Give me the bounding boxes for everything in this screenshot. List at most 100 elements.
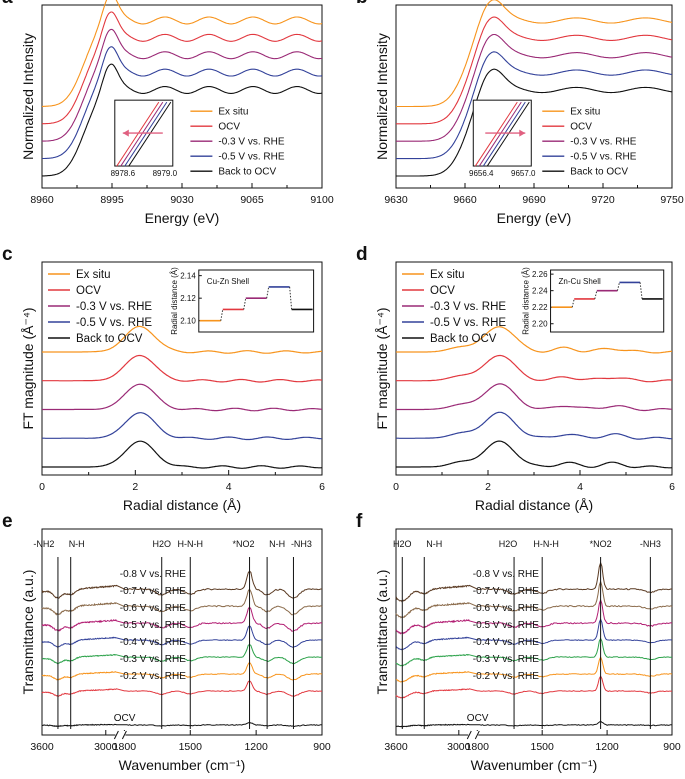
legend-label: OCV bbox=[76, 285, 101, 297]
series-label: -0.3 V vs. RHE bbox=[120, 654, 186, 665]
axis-break-mask bbox=[115, 731, 126, 739]
legend-label: -0.3 V vs. RHE bbox=[430, 301, 506, 313]
series-label: OCV bbox=[114, 713, 136, 724]
annotation-label: N-H bbox=[69, 539, 85, 549]
y-axis-title: Normalized Intensity bbox=[20, 33, 36, 160]
panel-b: 9630 9660 9690 9720 9750 Energy (eV) Normalize… bbox=[356, 0, 684, 226]
inset-connector bbox=[266, 286, 270, 299]
inset-y-title: Radial distance (Å) bbox=[170, 267, 179, 335]
legend-label: Ex situ bbox=[430, 269, 465, 281]
series-line bbox=[41, 606, 323, 632]
inset-connector bbox=[594, 290, 598, 300]
inset-line bbox=[116, 101, 160, 167]
series-line bbox=[42, 46, 323, 160]
x-tick-label: 3600 bbox=[30, 741, 54, 753]
series-label: -0.2 V vs. RHE bbox=[473, 671, 539, 682]
legend-label: Ex situ bbox=[218, 107, 248, 118]
x-axis-title: Wavenumber (cm⁻¹) bbox=[471, 757, 598, 773]
x-tick-label: 0 bbox=[393, 481, 399, 493]
series-label: -0.8 V vs. RHE bbox=[473, 569, 539, 580]
series-label: -0.4 V vs. RHE bbox=[120, 637, 186, 648]
series-line bbox=[41, 28, 323, 142]
x-tick-label: 9750 bbox=[660, 194, 684, 206]
legend-label: Ex situ bbox=[76, 269, 111, 281]
legend-label: Ex situ bbox=[570, 107, 600, 118]
inset-frame bbox=[550, 269, 665, 333]
x-tick-label: 9030 bbox=[170, 194, 194, 206]
series-line bbox=[395, 617, 673, 651]
y-axis-title: FT magnitude (Å⁻⁴) bbox=[374, 307, 390, 429]
series-line bbox=[396, 33, 673, 142]
inset-tick-label: 2.24 bbox=[532, 287, 548, 296]
x-tick-label: 1200 bbox=[244, 741, 268, 753]
series-line bbox=[396, 0, 673, 108]
x-tick-label: 900 bbox=[663, 741, 681, 753]
axis-break bbox=[466, 730, 472, 740]
series-line bbox=[395, 561, 672, 603]
series-line bbox=[396, 16, 673, 125]
series-label: OCV bbox=[467, 713, 489, 724]
series-line bbox=[41, 588, 323, 616]
series-line bbox=[41, 643, 322, 665]
annotation-label: H-N-H bbox=[533, 539, 559, 549]
series-label: -0.8 V vs. RHE bbox=[120, 569, 186, 580]
x-tick-label: 8960 bbox=[30, 194, 54, 206]
legend-label: Back to OCV bbox=[430, 333, 497, 345]
series-label: -0.6 V vs. RHE bbox=[473, 603, 539, 614]
x-tick-label: 6 bbox=[319, 481, 325, 493]
series-line bbox=[42, 440, 323, 469]
inset-tick-label: 2.14 bbox=[180, 272, 196, 281]
inset-tick-label: 9657.0 bbox=[511, 169, 536, 178]
x-tick-label: 3000 bbox=[447, 741, 471, 753]
x-tick-label: 1500 bbox=[531, 741, 555, 753]
inset-tick-label: 2.26 bbox=[532, 270, 548, 279]
inset-line bbox=[124, 101, 168, 167]
series-line bbox=[41, 624, 323, 648]
series-label: -0.6 V vs. RHE bbox=[120, 603, 186, 614]
series-line bbox=[396, 354, 672, 383]
series-line bbox=[395, 720, 673, 728]
plot-frame bbox=[41, 528, 323, 736]
series-line bbox=[396, 51, 673, 160]
inset-tick-label: 8978.6 bbox=[111, 169, 136, 178]
annotation-label: H2O bbox=[499, 539, 518, 549]
legend-label: -0.5 V vs. RHE bbox=[570, 152, 636, 163]
series-line bbox=[395, 655, 673, 683]
inset-title: Zn-Cu Shell bbox=[559, 277, 601, 286]
series-line bbox=[395, 579, 673, 619]
inset-frame bbox=[198, 269, 315, 333]
inset-line bbox=[128, 101, 172, 167]
annotation-label: H-N-H bbox=[178, 539, 204, 549]
x-axis-title: Energy (eV) bbox=[497, 210, 572, 226]
legend-label: OCV bbox=[570, 122, 592, 133]
legend-label: Back to OCV bbox=[218, 167, 276, 178]
inset-arrow-head bbox=[122, 129, 129, 137]
x-tick-label: 9660 bbox=[453, 194, 477, 206]
series-line bbox=[396, 326, 673, 354]
axis-break bbox=[121, 730, 127, 740]
series-line bbox=[42, 0, 323, 107]
panel-letter: f bbox=[356, 511, 363, 532]
axis-break bbox=[474, 730, 480, 740]
series-line bbox=[41, 661, 323, 681]
annotation-label: -NH2 bbox=[33, 539, 54, 549]
series-line bbox=[41, 11, 323, 125]
legend-label: -0.5 V vs. RHE bbox=[218, 152, 284, 163]
annotation-label: -NH3 bbox=[640, 539, 661, 549]
x-tick-label: 3600 bbox=[384, 741, 408, 753]
series-line bbox=[395, 637, 672, 667]
inset-connector bbox=[571, 298, 575, 308]
x-axis-title: Radial distance (Å) bbox=[475, 497, 593, 513]
inset-tick-label: 2.22 bbox=[532, 303, 548, 312]
series-label: -0.4 V vs. RHE bbox=[473, 637, 539, 648]
inset-line bbox=[486, 101, 530, 167]
inset-connector bbox=[616, 282, 620, 291]
y-axis-title: Normalized Intensity bbox=[374, 33, 390, 160]
panel-c: 0 2 4 6 Radial distance (Å) FT magnitude (Å⁻⁴… bbox=[2, 244, 325, 513]
series-line bbox=[42, 383, 323, 412]
x-tick-label: 9100 bbox=[310, 194, 334, 206]
inset-title: Cu-Zn Shell bbox=[207, 277, 249, 286]
